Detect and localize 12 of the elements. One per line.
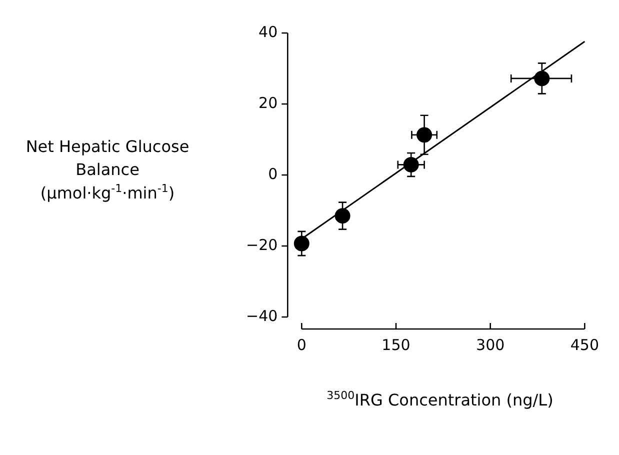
- y-tick-label: −20: [246, 236, 278, 254]
- y-axis-title: Net Hepatic Glucose Balance (μmol·kg$^{-1}$·min$^{-1}$): [24, 136, 190, 205]
- y-tick-label: −40: [246, 306, 278, 325]
- y-tick-label: 20: [258, 94, 278, 112]
- point: [334, 208, 350, 224]
- x-tick-label: 450: [570, 336, 600, 354]
- y-tick-label: 40: [258, 22, 278, 41]
- y-tick-label: 0: [268, 164, 278, 183]
- x-tick-label: 150: [382, 336, 410, 354]
- x-tick-label: 300: [476, 336, 505, 354]
- x-axis-title: $^{3500}$IRG Concentration (ng/L): [326, 388, 554, 412]
- x-tick-label: 0: [296, 336, 306, 354]
